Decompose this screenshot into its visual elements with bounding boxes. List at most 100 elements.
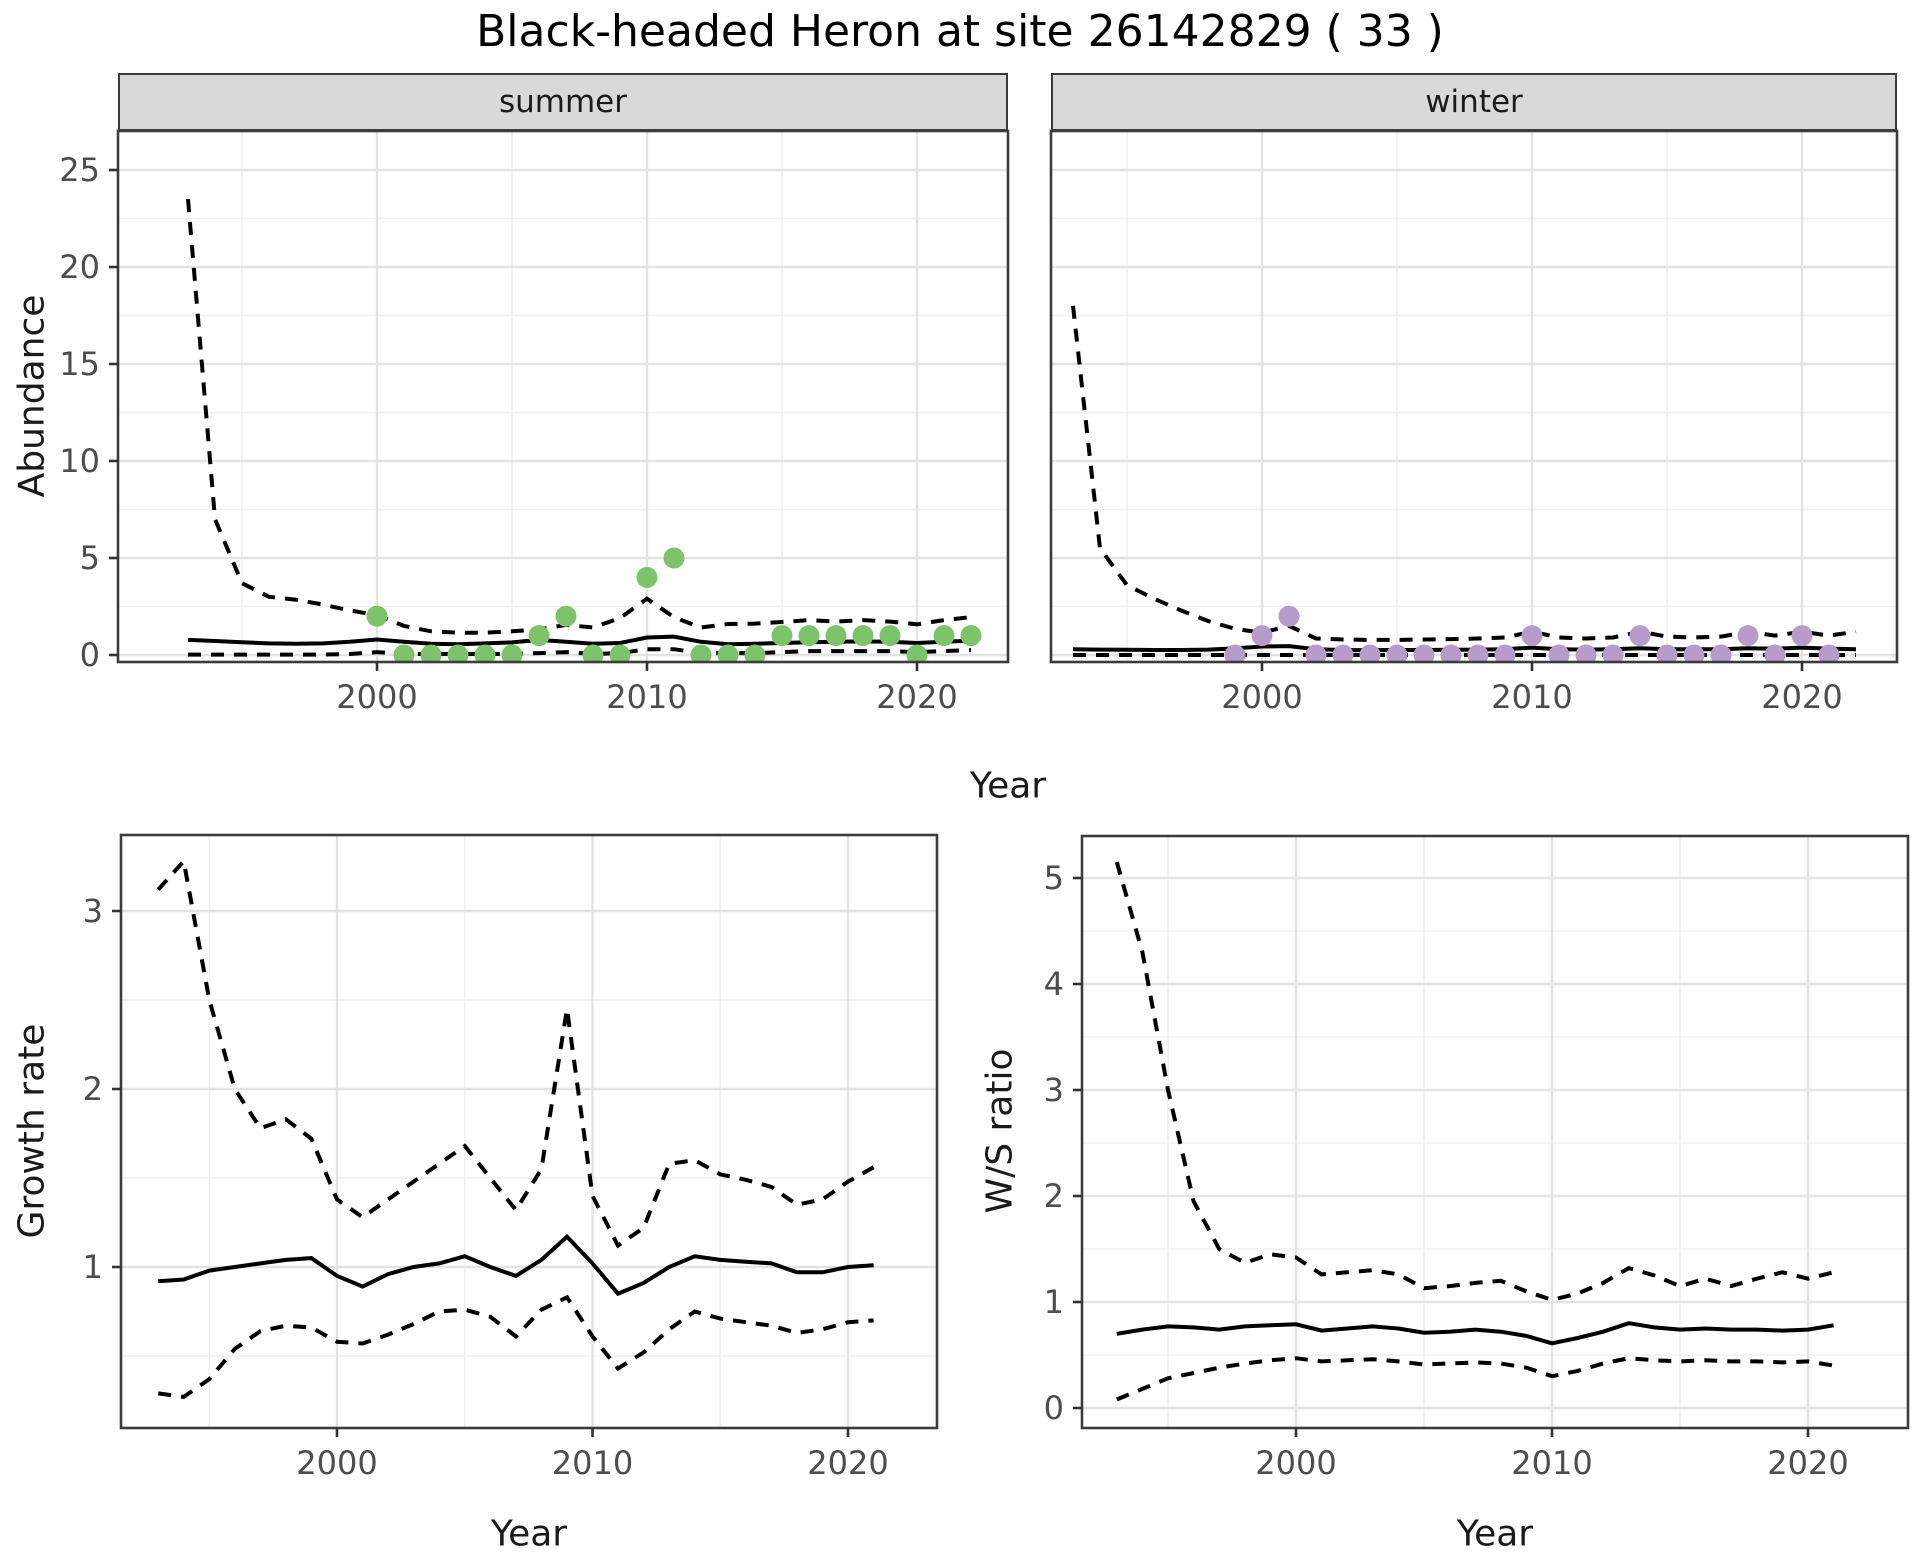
ws-upper-ci-line xyxy=(1114,861,1835,1302)
winter-observation-point xyxy=(1359,644,1381,662)
winter-x-tick-label: 2020 xyxy=(1761,678,1842,716)
ws-y-tick-label: 4 xyxy=(1044,965,1064,1003)
x-axis-title-year-top: Year xyxy=(969,765,1047,807)
winter-observation-point xyxy=(1791,625,1813,647)
x-axis-title-year-bottom-left: Year xyxy=(490,1513,568,1555)
ws-median-line xyxy=(1116,1321,1834,1346)
winter-observation-point xyxy=(1683,644,1705,662)
winter-x-tick-label: 2010 xyxy=(1491,678,1572,716)
summer-observation-point xyxy=(393,644,415,662)
winter-observation-point xyxy=(1467,644,1489,662)
winter-observation-point xyxy=(1710,644,1732,662)
growth-y-tick-label: 3 xyxy=(83,892,103,930)
facet-strip-summer-label: summer xyxy=(498,84,627,120)
summer-observation-point xyxy=(609,644,631,662)
winter-observation-point xyxy=(1818,644,1840,662)
winter-observation-point xyxy=(1737,625,1759,647)
winter-observation-point xyxy=(1629,625,1651,647)
summer-observation-point xyxy=(366,605,388,627)
summer-observation-point xyxy=(690,644,712,662)
y-axis-title-growth-rate: Growth rate xyxy=(11,1023,53,1239)
panel-growth: 2000 2010 2020 1 2 3 xyxy=(83,833,939,1482)
winter-data-layer xyxy=(1071,305,1857,662)
summer-observation-point xyxy=(717,644,739,662)
summer-upper-ci-line xyxy=(186,198,972,635)
summer-observation-point xyxy=(771,625,793,647)
panel-winter: 2000 2010 2020 xyxy=(1049,129,1899,716)
ws-y-tick-label: 5 xyxy=(1044,859,1064,897)
ws-lower-ci-line xyxy=(1116,1356,1834,1402)
y-axis-title-abundance: Abundance xyxy=(11,294,53,498)
summer-x-tick-label: 2020 xyxy=(876,678,957,716)
winter-observation-point xyxy=(1413,644,1435,662)
growth-y-tick-label: 2 xyxy=(83,1070,103,1108)
ws-data-layer xyxy=(1114,861,1835,1402)
ws-y-tick-label: 0 xyxy=(1044,1389,1064,1427)
x-axis-title-year-bottom-right: Year xyxy=(1456,1513,1534,1555)
ws-y-tick-label: 1 xyxy=(1044,1283,1064,1321)
panel-ws: 2000 2010 2020 0 1 2 3 4 5 xyxy=(1044,834,1910,1482)
summer-observation-point xyxy=(582,644,604,662)
summer-observation-point xyxy=(906,644,928,662)
winter-observation-point xyxy=(1548,644,1570,662)
summer-lower-ci-line xyxy=(188,647,972,657)
winter-observation-point xyxy=(1575,644,1597,662)
winter-x-tick-label: 2000 xyxy=(1221,678,1302,716)
ws-y-tick-label: 3 xyxy=(1044,1071,1064,1109)
summer-y-tick-label: 5 xyxy=(80,539,100,577)
summer-y-tick-label: 20 xyxy=(59,248,100,286)
summer-y-tick-label: 25 xyxy=(59,151,100,189)
facet-strip-winter-label: winter xyxy=(1425,84,1523,120)
facet-strip-summer: summer xyxy=(118,73,1008,131)
growth-x-tick-label: 2010 xyxy=(552,1444,633,1482)
ws-x-tick-label: 2020 xyxy=(1767,1444,1848,1482)
winter-observation-point xyxy=(1386,644,1408,662)
panel-summer: 2000 2010 2020 0 5 10 15 20 25 xyxy=(59,129,1010,716)
winter-observation-point xyxy=(1521,625,1543,647)
winter-observation-point xyxy=(1278,605,1300,627)
winter-observation-point xyxy=(1305,644,1327,662)
winter-upper-ci-line xyxy=(1071,305,1857,642)
growth-x-tick-label: 2020 xyxy=(807,1444,888,1482)
winter-observation-point xyxy=(1764,644,1786,662)
facet-strip-winter: winter xyxy=(1051,73,1897,131)
summer-observation-point xyxy=(798,625,820,647)
summer-observation-point xyxy=(663,547,685,569)
summer-observation-point xyxy=(528,625,550,647)
winter-observation-point xyxy=(1251,625,1273,647)
summer-observation-point xyxy=(879,625,901,647)
summer-observation-point xyxy=(447,644,469,662)
growth-median-line xyxy=(158,1233,874,1297)
summer-observation-point xyxy=(501,644,523,662)
summer-observation-point xyxy=(420,644,442,662)
summer-observation-point xyxy=(852,625,874,647)
y-axis-title-ws-ratio: W/S ratio xyxy=(979,1048,1021,1214)
winter-observation-point xyxy=(1332,644,1354,662)
summer-observation-point xyxy=(555,605,577,627)
ws-x-tick-label: 2010 xyxy=(1511,1444,1592,1482)
summer-data-layer xyxy=(186,198,982,662)
summer-observation-point xyxy=(636,566,658,588)
winter-observation-point xyxy=(1656,644,1678,662)
summer-y-tick-label: 15 xyxy=(59,345,100,383)
summer-observation-point xyxy=(744,644,766,662)
summer-observation-point xyxy=(933,625,955,647)
summer-y-tick-label: 0 xyxy=(80,636,100,674)
summer-y-tick-label: 10 xyxy=(59,442,100,480)
winter-observation-point xyxy=(1440,644,1462,662)
summer-x-tick-label: 2010 xyxy=(606,678,687,716)
ws-x-tick-label: 2000 xyxy=(1255,1444,1336,1482)
summer-observation-point xyxy=(825,625,847,647)
winter-observation-point xyxy=(1224,644,1246,662)
growth-x-tick-label: 2000 xyxy=(296,1444,377,1482)
summer-x-tick-label: 2000 xyxy=(336,678,417,716)
summer-observation-point xyxy=(960,625,982,647)
summer-observation-point xyxy=(474,644,496,662)
growth-data-layer xyxy=(156,856,875,1399)
winter-observation-point xyxy=(1494,644,1516,662)
ws-y-tick-label: 2 xyxy=(1044,1177,1064,1215)
growth-lower-ci-line xyxy=(157,1294,874,1399)
winter-observation-point xyxy=(1602,644,1624,662)
